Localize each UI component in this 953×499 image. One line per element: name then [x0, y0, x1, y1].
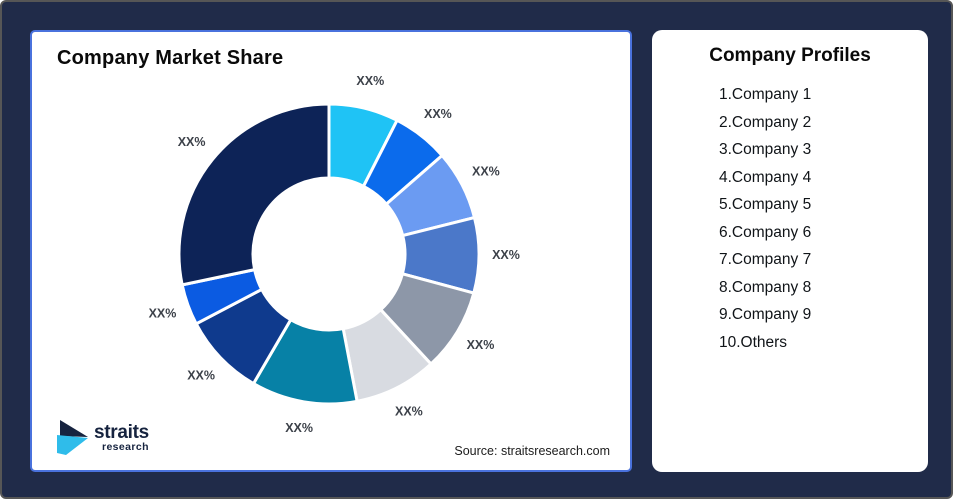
- segment-value-label: XX%: [424, 107, 452, 121]
- segment-value-label: XX%: [356, 74, 384, 88]
- profile-item: 10.Others: [719, 333, 788, 351]
- segment-value-label: XX%: [472, 164, 500, 178]
- profile-item: 1.Company 1: [719, 86, 812, 103]
- straits-research-logo: straits research: [52, 418, 149, 456]
- profiles-title: Company Profiles: [709, 45, 871, 66]
- donut-segment-others: [177, 102, 331, 287]
- profile-item: 8.Company 8: [719, 278, 812, 296]
- segment-value-label: XX%: [285, 421, 313, 435]
- segment-value-label: XX%: [178, 135, 206, 149]
- market-share-card: Company Market Share XX% XX% XX% XX% XX% XX% X…: [30, 30, 632, 472]
- segment-value-label: XX%: [492, 248, 520, 262]
- profile-item: 6.Company 6: [719, 223, 812, 241]
- company-profiles-card: Company Profiles 1.Company 1 2.Company 2…: [652, 30, 928, 472]
- segment-value-label: XX%: [149, 306, 177, 320]
- profile-item: 7.Company 7: [719, 251, 812, 268]
- logo-subtitle: research: [101, 441, 149, 453]
- profile-item: 5.Company 5: [719, 196, 812, 213]
- logo-arrow-icon: [57, 420, 88, 455]
- segment-value-label: XX%: [467, 338, 495, 352]
- chart-title: Company Market Share: [57, 47, 284, 69]
- profile-item: 4.Company 4: [719, 168, 812, 186]
- profiles-list: 1.Company 1 2.Company 2 3.Company 3 4.Co…: [652, 81, 928, 356]
- source-note: Source: straitsresearch.com: [454, 444, 610, 458]
- donut-chart: XX% XX% XX% XX% XX% XX% XX% XX% XX% XX%: [149, 74, 520, 435]
- logo-name: straits: [94, 422, 149, 443]
- profile-item: 2.Company 2: [719, 113, 812, 131]
- segment-value-label: XX%: [395, 404, 423, 418]
- logo-text: straits research: [94, 422, 149, 453]
- segment-value-label: XX%: [187, 369, 215, 383]
- profile-item: 9.Company 9: [719, 306, 812, 323]
- profile-item: 3.Company 3: [719, 141, 812, 158]
